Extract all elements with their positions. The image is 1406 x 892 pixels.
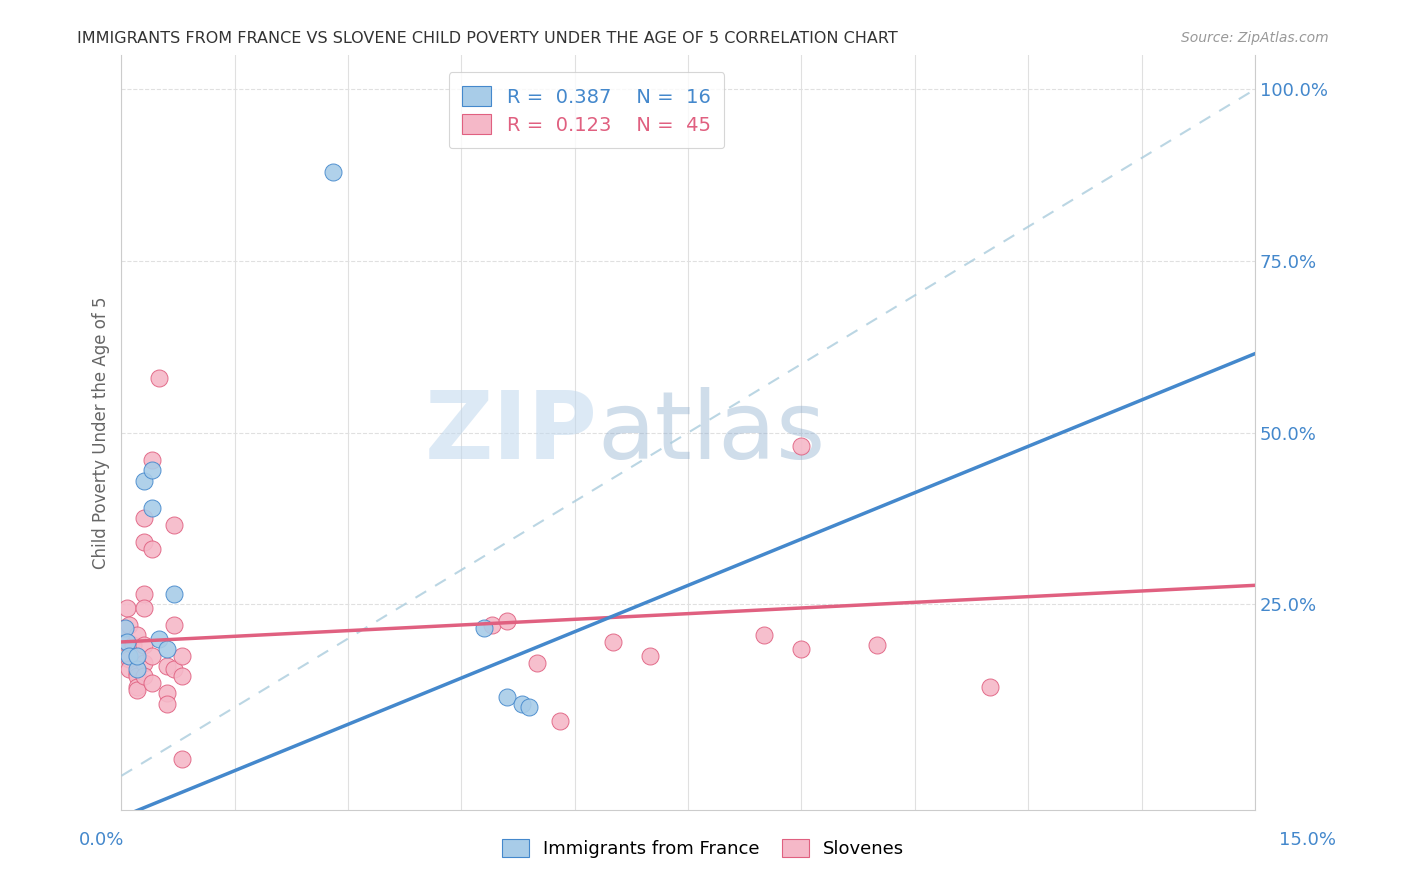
Point [510, 697, 533, 711]
Point [121, 639, 143, 653]
Point [125, 669, 148, 683]
Point [141, 542, 163, 557]
Point [548, 714, 571, 728]
Point [979, 680, 1001, 694]
Point [170, 751, 193, 765]
Point [125, 680, 148, 694]
Point [163, 662, 186, 676]
Y-axis label: Child Poverty Under the Age of 5: Child Poverty Under the Age of 5 [93, 296, 110, 569]
Point [495, 615, 517, 629]
Point [125, 683, 148, 698]
Point [156, 659, 179, 673]
Text: 0.0%: 0.0% [79, 831, 124, 849]
Point [125, 662, 148, 676]
Text: atlas: atlas [598, 386, 825, 479]
Point [132, 656, 155, 670]
Point [132, 639, 155, 653]
Legend: R =  0.387    N =  16, R =  0.123    N =  45: R = 0.387 N = 16, R = 0.123 N = 45 [449, 72, 724, 148]
Point [481, 617, 503, 632]
Point [141, 648, 163, 663]
Point [640, 648, 662, 663]
Point [125, 648, 148, 663]
Point [602, 635, 624, 649]
Point [156, 697, 179, 711]
Text: 15.0%: 15.0% [1279, 831, 1336, 849]
Point [125, 665, 148, 680]
Point [526, 656, 548, 670]
Point [118, 652, 141, 666]
Point [132, 669, 155, 683]
Text: Source: ZipAtlas.com: Source: ZipAtlas.com [1181, 31, 1329, 45]
Point [132, 474, 155, 488]
Point [112, 621, 135, 635]
Point [132, 587, 155, 601]
Point [170, 669, 193, 683]
Point [118, 662, 141, 676]
Point [132, 600, 155, 615]
Point [163, 518, 186, 533]
Text: ZIP: ZIP [425, 386, 598, 479]
Point [170, 648, 193, 663]
Point [519, 700, 541, 714]
Point [866, 639, 889, 653]
Point [114, 635, 136, 649]
Point [163, 617, 186, 632]
Point [156, 641, 179, 656]
Point [132, 535, 155, 549]
Point [790, 439, 813, 453]
Point [141, 453, 163, 467]
Point [125, 648, 148, 663]
Point [472, 621, 495, 635]
Legend: Immigrants from France, Slovenes: Immigrants from France, Slovenes [492, 830, 914, 867]
Point [148, 370, 170, 384]
Point [114, 621, 136, 635]
Point [752, 628, 775, 642]
Point [790, 641, 813, 656]
Point [125, 628, 148, 642]
Text: IMMIGRANTS FROM FRANCE VS SLOVENE CHILD POVERTY UNDER THE AGE OF 5 CORRELATION C: IMMIGRANTS FROM FRANCE VS SLOVENE CHILD … [77, 31, 898, 46]
Point [141, 463, 163, 477]
Point [117, 635, 139, 649]
Point [141, 676, 163, 690]
Point [132, 511, 155, 525]
Point [118, 617, 141, 632]
Point [141, 501, 163, 516]
Point [495, 690, 517, 704]
Point [115, 600, 138, 615]
Point [156, 686, 179, 700]
Point [322, 165, 344, 179]
Point [118, 648, 141, 663]
Point [148, 632, 170, 646]
Point [163, 587, 186, 601]
